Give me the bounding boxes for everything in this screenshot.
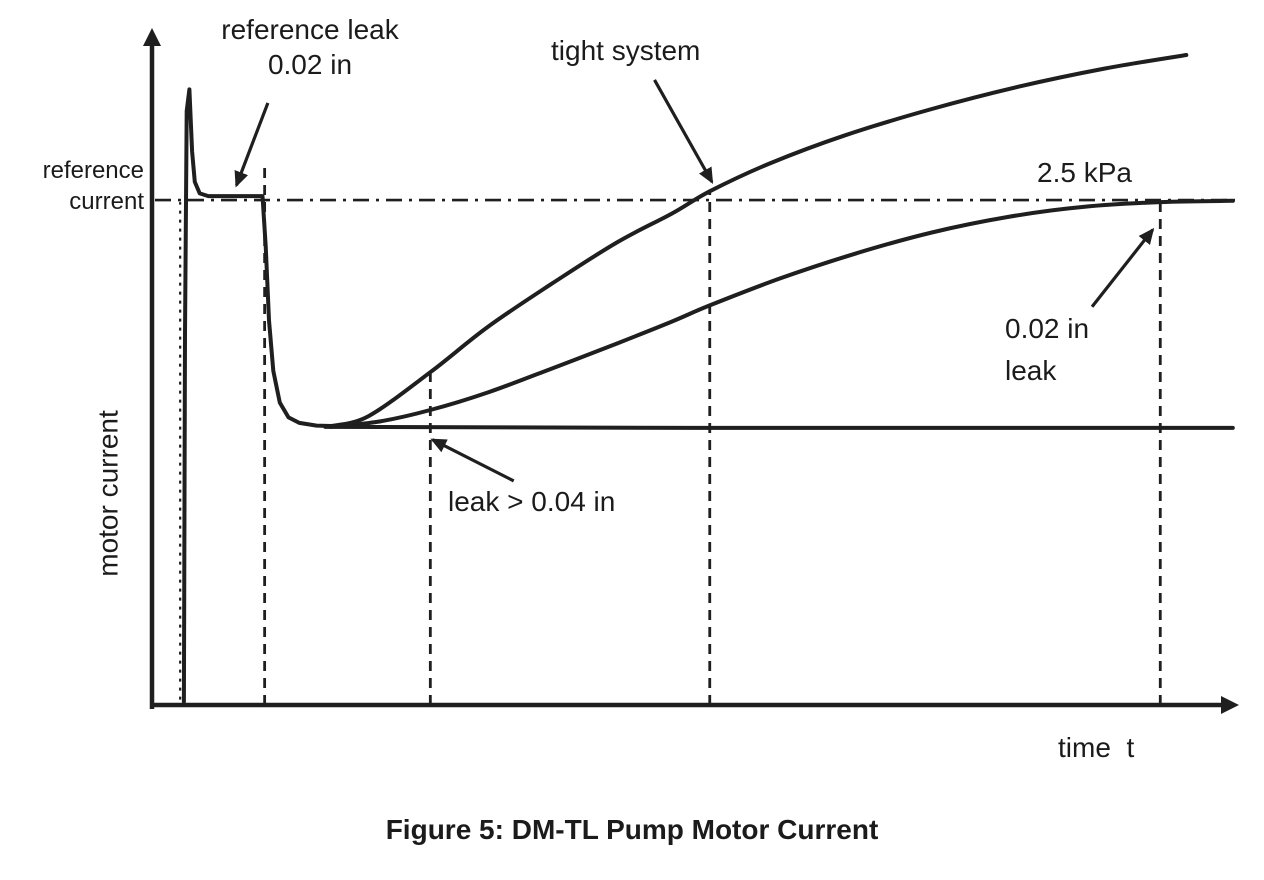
- figure-caption: Figure 5: DM-TL Pump Motor Current: [385, 814, 879, 845]
- annotation-reference-leak-line2: 0.02 in: [267, 49, 353, 80]
- annotation-small-leak-label: 0.02 in leak: [1005, 308, 1089, 392]
- series-pump-start-spike-and-reference-leak-measurement: [181, 87, 344, 704]
- annotation-leak-gt-004-label: leak > 0.04 in: [448, 486, 616, 517]
- annotation-tight-system-label: tight system: [551, 35, 701, 66]
- y-axis-label: motor current: [92, 410, 124, 577]
- reference-pressure-label: 2.5 kPa: [1037, 157, 1132, 188]
- annotation-arrow-leak-gt-004: [430, 438, 515, 483]
- x-axis-label: time t: [1058, 732, 1135, 763]
- series-0-02-in-leak: [328, 198, 1235, 429]
- x-axis-arrowhead: [1221, 696, 1239, 714]
- reference-current-label-line1: reference: [42, 157, 144, 184]
- y-axis-arrowhead: [143, 28, 161, 46]
- annotation-arrow-tight-system: [653, 79, 714, 184]
- annotation-small-leak-line1: 0.02 in: [1005, 313, 1090, 344]
- annotation-small-leak-line2: leak: [1005, 355, 1057, 386]
- annotation-arrow-reference-leak: [234, 102, 270, 188]
- reference-current-label-line2: current: [69, 188, 144, 216]
- series-tight-system: [328, 53, 1189, 429]
- series-leak-0-04-in: [323, 424, 1235, 430]
- annotation-reference-leak-label: reference leak 0.02 in: [197, 12, 423, 82]
- annotation-arrow-small-leak: [1090, 227, 1155, 308]
- reference-current-axis-label: reference current: [8, 155, 144, 217]
- annotation-reference-leak-line1: reference leak: [221, 14, 399, 45]
